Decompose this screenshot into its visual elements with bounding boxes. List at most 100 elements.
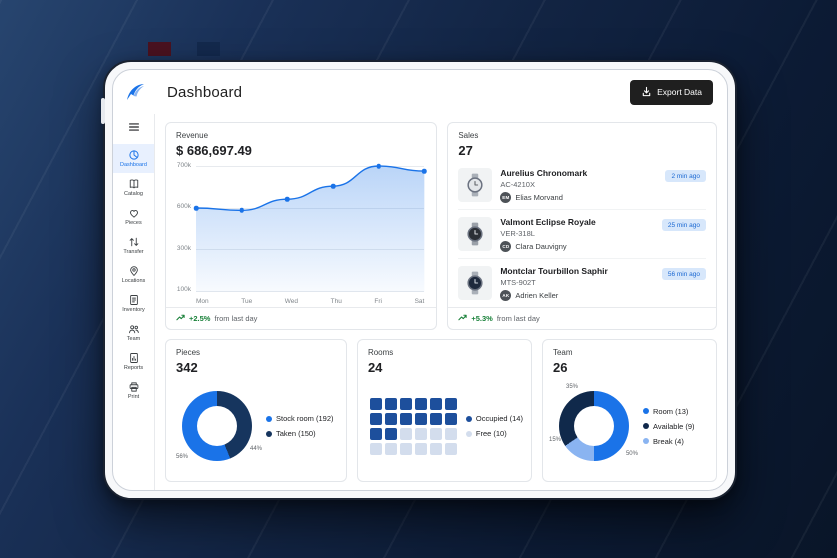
avatar: EM: [500, 191, 512, 203]
sales-change: +5.3%: [471, 314, 493, 323]
background-accent-red: [148, 42, 171, 56]
sidebar-item-team[interactable]: Team: [113, 318, 154, 347]
pieces-value: 342: [176, 360, 198, 375]
sale-product-code: AC-4210X: [500, 179, 535, 189]
sidebar: Dashboard Catalog Pieces Transfer: [113, 114, 155, 490]
legend-label: Room (13): [652, 406, 689, 416]
bar-report-icon: [129, 352, 138, 363]
page-title: Dashboard: [167, 83, 243, 101]
avatar: CD: [500, 240, 512, 252]
sale-person: AK Adrien Keller: [500, 289, 653, 301]
tablet-device: Dashboard Export Data: [101, 60, 737, 500]
waffle-cell: [429, 412, 442, 425]
export-data-button[interactable]: Export Data: [630, 79, 713, 105]
revenue-value: $ 686,697.49: [176, 143, 252, 158]
menu-button[interactable]: [113, 115, 154, 139]
waffle-cell: [399, 397, 412, 410]
sale-product-name: Aurelius Chronomark: [500, 167, 588, 178]
pieces-card-title: Pieces: [176, 348, 201, 357]
sidebar-item-transfer[interactable]: Transfer: [113, 231, 154, 260]
data-point-dot: [422, 168, 427, 174]
heart-icon: [129, 209, 138, 218]
team-donut-chart: 35% 50% 15%: [548, 383, 638, 469]
pie-clock-icon: [128, 150, 139, 160]
waffle-cell: [414, 427, 427, 440]
sidebar-item-label: Transfer: [123, 248, 144, 255]
sale-list-item[interactable]: Valmont Eclipse Royale VER-318L CD Clara…: [458, 210, 706, 259]
trend-up-icon: [176, 313, 185, 324]
background-accent-blue: [197, 42, 220, 56]
sidebar-item-catalog[interactable]: Catalog: [113, 173, 154, 202]
sales-footer: +5.3% from last day: [448, 307, 716, 329]
legend-item: Stock room (192): [266, 414, 334, 423]
revenue-change: +2.5%: [189, 314, 211, 323]
watch-thumbnail: [458, 168, 493, 202]
team-percent-label: 50%: [625, 451, 638, 457]
sidebar-item-locations[interactable]: Locations: [113, 260, 154, 289]
legend-dot: [266, 430, 272, 437]
waffle-cell: [369, 412, 382, 425]
legend-dot: [642, 423, 649, 429]
waffle-cell: [384, 412, 397, 425]
sidebar-item-label: Catalog: [124, 190, 143, 197]
team-percent-label: 35%: [565, 384, 578, 390]
legend-dot: [266, 415, 272, 422]
waffle-cell: [384, 442, 397, 455]
legend-label: Occupied (14): [475, 414, 523, 423]
sales-card-title: Sales: [458, 131, 479, 140]
waffle-cell: [369, 397, 382, 410]
team-card-title: Team: [552, 348, 573, 357]
waffle-cell: [444, 397, 457, 410]
team-percent-label: 15%: [548, 437, 561, 443]
waffle-cell: [399, 442, 412, 455]
legend-item: Occupied (14): [465, 414, 523, 423]
waffle-cell: [399, 427, 412, 440]
sidebar-nav: Dashboard Catalog Pieces Transfer: [113, 144, 154, 405]
legend-item: Available (9): [642, 421, 695, 431]
swap-arrows-icon: [129, 237, 138, 246]
waffle-cell: [384, 427, 397, 440]
waffle-cell: [399, 412, 412, 425]
sidebar-item-reports[interactable]: Reports: [113, 347, 154, 376]
rooms-legend: Occupied (14) Free (10): [465, 414, 523, 438]
waffle-cell: [444, 412, 457, 425]
sidebar-item-pieces[interactable]: Pieces: [113, 202, 154, 231]
app-logo-icon: [122, 80, 148, 104]
data-point-dot: [239, 208, 244, 213]
rooms-card-title: Rooms: [367, 348, 394, 357]
sale-product-name: Valmont Eclipse Royale: [500, 216, 596, 227]
legend-label: Available (9): [652, 421, 695, 431]
legend-item: Taken (150): [266, 429, 334, 438]
team-card: Team 26 35% 50% 15%: [541, 339, 718, 482]
waffle-cell: [384, 397, 397, 410]
sidebar-item-label: Team: [126, 335, 141, 342]
data-point-dot: [330, 183, 336, 189]
rooms-value: 24: [367, 360, 383, 375]
sale-list-item[interactable]: Aurelius Chronomark AC-4210X EM Elias Mo…: [458, 161, 706, 210]
sale-time-badge: 25 min ago: [661, 219, 706, 231]
sale-time-badge: 2 min ago: [665, 170, 706, 182]
revenue-line: [196, 166, 424, 210]
book-icon: [129, 179, 138, 188]
pieces-donut-chart: 56% 44%: [174, 383, 262, 469]
legend-item: Room (13): [642, 406, 695, 416]
waffle-cell: [414, 442, 427, 455]
waffle-cell: [369, 427, 382, 440]
data-point-dot: [376, 163, 381, 169]
sales-card: Sales 27 Aurelius Chronomark: [447, 122, 717, 330]
revenue-area: [196, 166, 425, 292]
waffle-cell: [369, 442, 382, 455]
waffle-cell: [444, 427, 457, 440]
sales-list: Aurelius Chronomark AC-4210X EM Elias Mo…: [448, 158, 716, 307]
revenue-footer: +2.5% from last day: [166, 307, 437, 329]
sidebar-item-print[interactable]: Print: [113, 376, 154, 405]
sidebar-item-inventory[interactable]: Inventory: [113, 289, 154, 318]
sale-person-name: Elias Morvand: [515, 192, 563, 202]
sidebar-item-label: Pieces: [125, 219, 142, 226]
sidebar-item-dashboard[interactable]: Dashboard: [113, 144, 154, 173]
app-header: Dashboard Export Data: [113, 70, 727, 114]
sale-list-item[interactable]: Montclar Tourbillon Saphir MTS-902T AK A…: [458, 259, 706, 307]
document-list-icon: [129, 294, 138, 305]
legend-label: Stock room (192): [276, 414, 334, 423]
app-window: Dashboard Export Data: [112, 69, 728, 491]
